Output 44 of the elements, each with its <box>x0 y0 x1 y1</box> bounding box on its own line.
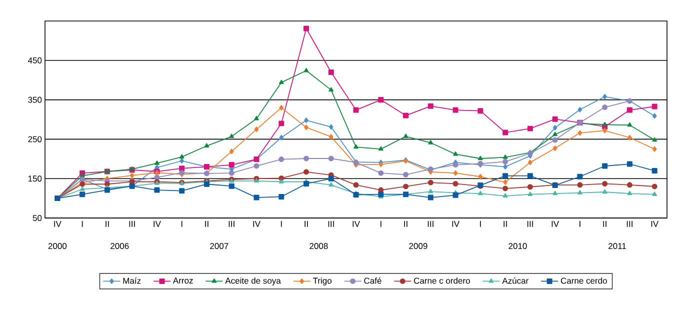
text: 2000 <box>48 243 67 250</box>
x-tick-label: III <box>626 221 632 227</box>
legend-label: Carne cerdo <box>560 277 607 284</box>
x-tick-label: III <box>129 221 135 227</box>
y-tick-label: 50 <box>32 214 42 222</box>
legend-label: Arroz <box>172 278 193 284</box>
x-tick-label: IV <box>352 221 360 227</box>
x-tick-label: I <box>380 221 382 227</box>
legend-label: Carne c ordero <box>414 277 470 284</box>
text: 2010 <box>508 243 527 250</box>
x-tick-label: II <box>205 221 208 227</box>
text: 2011 <box>608 243 626 250</box>
x-tick-label: II <box>504 221 507 227</box>
x-tick-label: IV <box>154 221 161 227</box>
x-tick-label: I <box>280 221 282 227</box>
x-tick-label: I <box>480 221 481 227</box>
y-tick-label: 450 <box>28 57 42 64</box>
text: 2007 <box>210 243 228 250</box>
y-tick-label: 150 <box>28 176 42 182</box>
legend-label: Azúcar <box>502 277 528 284</box>
y-tick-label: 350 <box>28 96 42 103</box>
x-tick-label: I <box>181 221 182 227</box>
y-tick-label: 250 <box>28 136 42 142</box>
x-tick-label: III <box>228 221 234 227</box>
x-tick-label: II <box>603 221 606 227</box>
legend-label: Aceite de soya <box>225 277 281 286</box>
x-tick-label: IV <box>452 221 460 227</box>
text: 2009 <box>409 243 428 250</box>
text: 2006 <box>110 243 129 250</box>
x-tick-label: IV <box>552 221 560 227</box>
text: 2008 <box>310 243 328 250</box>
legend-label: Café <box>364 277 382 284</box>
x-tick-label: II <box>304 221 308 227</box>
x-tick-label: IV <box>253 221 260 227</box>
legend-label: Trigo <box>312 277 332 286</box>
legend-label: Maíz <box>123 277 141 284</box>
x-tick-label: III <box>527 221 533 227</box>
x-tick-label: II <box>404 221 408 227</box>
x-tick-label: II <box>106 221 109 227</box>
x-tick-label: IV <box>54 221 62 227</box>
x-tick-label: III <box>328 221 334 227</box>
x-tick-label: I <box>82 221 83 227</box>
x-tick-label: III <box>428 221 434 227</box>
x-tick-label: IV <box>651 221 659 227</box>
